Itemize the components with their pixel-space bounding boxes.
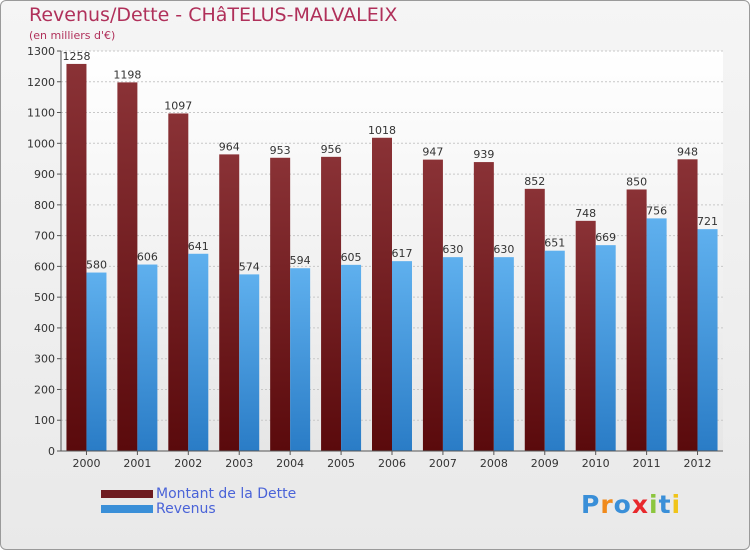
bar-dette	[66, 63, 87, 452]
legend-label-dette: Montant de la Dette	[156, 486, 297, 502]
proxiti-logo: Proxiti	[581, 490, 681, 519]
data-label-dette: 748	[575, 207, 596, 220]
legend-label-revenus: Revenus	[156, 501, 216, 517]
bar-revenus	[493, 257, 514, 451]
y-tick-label: 100	[34, 414, 55, 427]
bar-dette	[270, 157, 291, 451]
bar-revenus	[239, 274, 260, 451]
bar-dette	[677, 159, 698, 452]
data-label-revenus: 756	[646, 204, 667, 217]
data-label-revenus: 641	[188, 240, 209, 253]
y-tick-label: 1300	[27, 45, 55, 58]
data-label-dette: 852	[524, 175, 545, 188]
data-label-dette: 953	[270, 144, 291, 157]
data-label-dette: 956	[321, 143, 342, 156]
data-label-dette: 939	[473, 148, 494, 161]
logo-letter: i	[649, 490, 659, 519]
bar-dette	[524, 188, 545, 451]
logo-letter: o	[613, 490, 632, 519]
bar-dette	[117, 82, 138, 451]
data-label-revenus: 617	[392, 247, 413, 260]
y-axis: 0 100 200 300 400 500 600 700 800 900 1000 1100 1200…	[27, 45, 62, 458]
y-tick-label: 1200	[27, 76, 55, 89]
y-tick-label: 500	[34, 291, 55, 304]
x-tick-label: 2010	[582, 457, 610, 470]
x-tick-label: 2011	[633, 457, 661, 470]
x-tick-label: 2000	[72, 457, 100, 470]
data-label-revenus: 594	[290, 254, 311, 267]
bar-dette	[575, 220, 596, 451]
bar-revenus	[595, 245, 616, 451]
legend-swatch-dette	[101, 490, 153, 498]
x-tick-label: 2003	[225, 457, 253, 470]
data-label-dette: 1198	[113, 68, 141, 81]
data-label-revenus: 630	[493, 243, 514, 256]
y-tick-label: 300	[34, 353, 55, 366]
x-tick-label: 2009	[531, 457, 559, 470]
bars: 1258 580 1198 606 1097 641 964 574 953 594 956 605 1…	[62, 50, 718, 452]
bar-dette	[219, 154, 240, 451]
bar-dette	[321, 156, 342, 451]
data-label-revenus: 580	[86, 259, 107, 272]
bar-dette	[422, 159, 443, 451]
bar-revenus	[290, 268, 311, 451]
bar-dette	[168, 113, 189, 451]
y-tick-label: 900	[34, 168, 55, 181]
logo-letter: x	[631, 490, 649, 519]
data-label-dette: 1258	[62, 50, 90, 63]
x-tick-label: 2007	[429, 457, 457, 470]
data-label-dette: 947	[422, 146, 443, 159]
logo-letter: i	[671, 490, 682, 519]
bar-dette	[473, 162, 494, 452]
data-label-revenus: 630	[442, 243, 463, 256]
data-label-revenus: 574	[239, 260, 260, 273]
bar-revenus	[341, 264, 362, 451]
x-axis: 2000 2001 2002 2003 2004 2005 2006 2007 2008 2009…	[61, 450, 723, 470]
data-label-revenus: 669	[595, 231, 616, 244]
y-tick-label: 1000	[27, 137, 55, 150]
chart-title: Revenus/Dette - CHâTELUS-MALVALEIX	[29, 4, 398, 26]
data-label-dette: 948	[677, 145, 698, 158]
legend-swatch-revenus	[101, 505, 153, 513]
y-tick-label: 1100	[27, 107, 55, 120]
logo-letter: t	[658, 490, 672, 519]
bar-revenus	[86, 272, 107, 451]
x-tick-label: 2008	[480, 457, 508, 470]
x-tick-label: 2002	[174, 457, 202, 470]
y-tick-label: 200	[34, 383, 55, 396]
logo-letter: P	[581, 490, 601, 519]
bar-revenus	[697, 229, 718, 451]
x-tick-label: 2004	[276, 457, 304, 470]
data-label-dette: 1097	[164, 99, 192, 112]
data-label-dette: 1018	[368, 124, 396, 137]
x-tick-label: 2005	[327, 457, 355, 470]
bar-revenus	[137, 264, 158, 451]
bar-dette	[372, 137, 392, 451]
x-tick-label: 2012	[684, 457, 712, 470]
data-label-dette: 964	[219, 140, 240, 153]
data-label-revenus: 721	[697, 215, 718, 228]
bar-dette	[626, 189, 647, 451]
y-tick-label: 800	[34, 199, 55, 212]
logo-letter: r	[600, 490, 614, 519]
data-label-dette: 850	[626, 175, 647, 188]
data-label-revenus: 651	[544, 237, 565, 250]
bar-revenus	[646, 218, 667, 451]
data-label-revenus: 606	[137, 251, 158, 264]
bar-revenus	[442, 257, 463, 451]
bar-revenus	[188, 253, 209, 451]
y-tick-label: 600	[34, 260, 55, 273]
y-tick-label: 700	[34, 230, 55, 243]
y-tick-label: 400	[34, 322, 55, 335]
x-tick-label: 2001	[123, 457, 151, 470]
bar-revenus	[544, 250, 565, 451]
data-label-revenus: 605	[341, 251, 362, 264]
bar-revenus	[392, 261, 412, 451]
chart-subtitle: (en milliers d'€)	[29, 29, 116, 42]
x-tick-label: 2006	[378, 457, 406, 470]
y-tick-label: 0	[48, 445, 55, 458]
